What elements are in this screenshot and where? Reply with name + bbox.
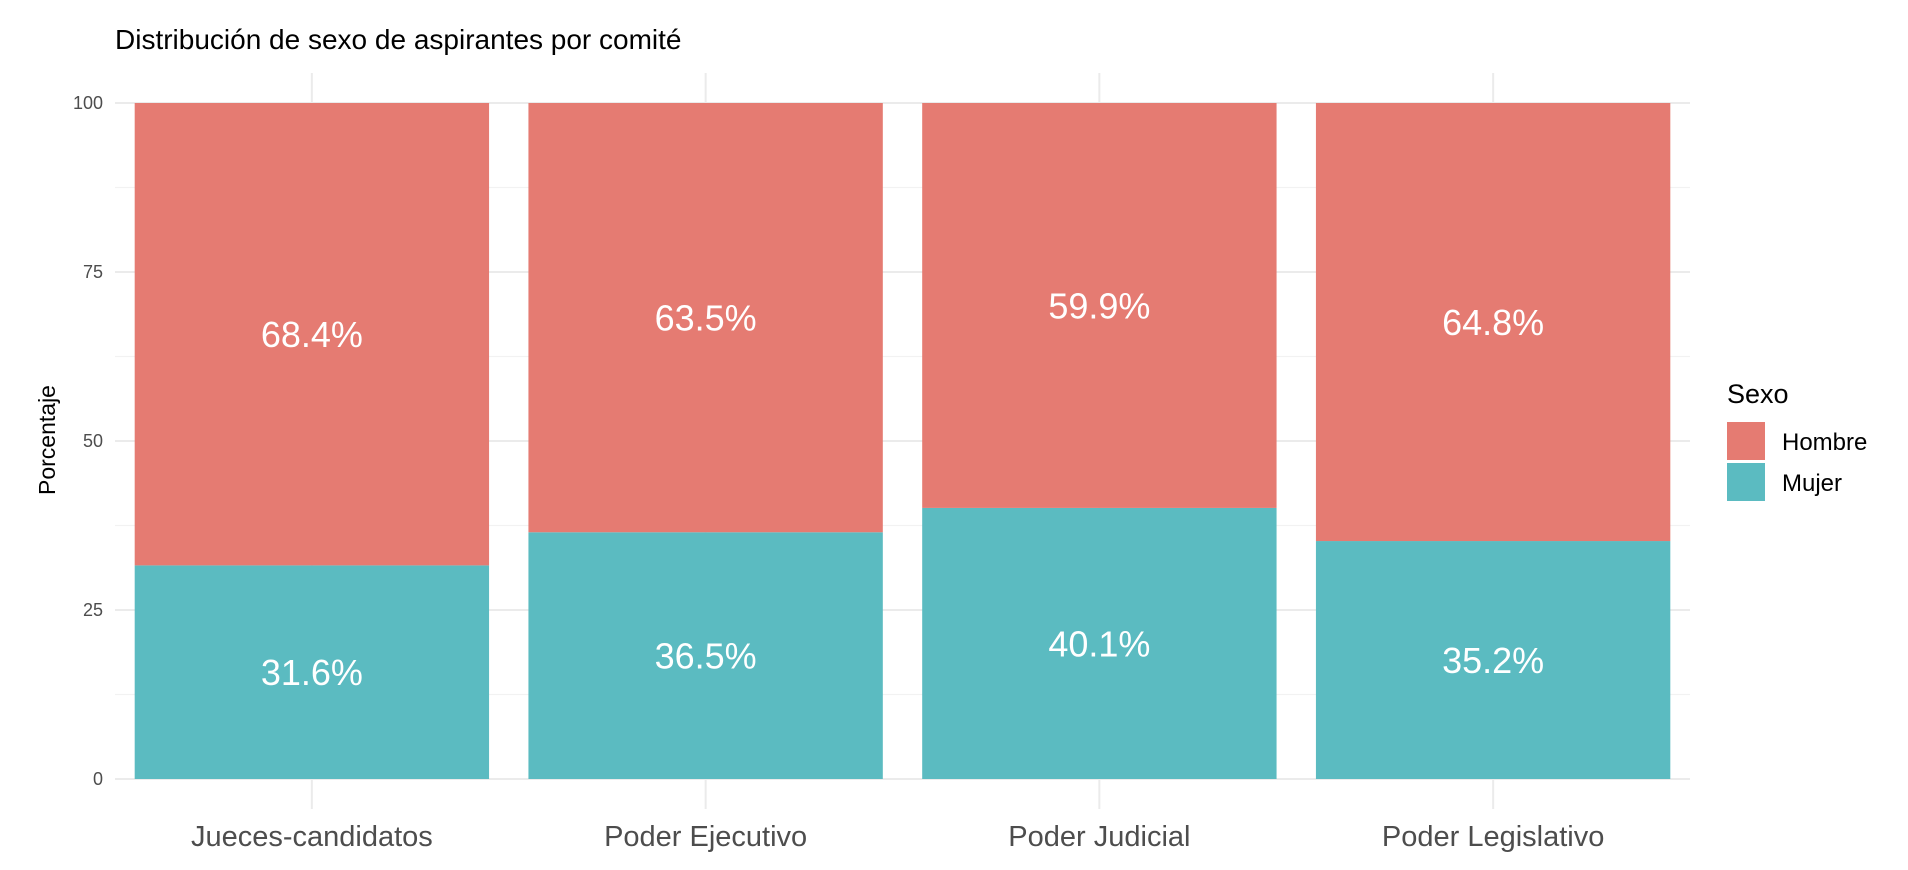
legend-title: Sexo <box>1727 379 1789 409</box>
legend-label-mujer: Mujer <box>1782 470 1842 497</box>
bar-value-label: 68.4% <box>261 314 363 355</box>
legend-swatch-mujer <box>1727 463 1765 501</box>
bar-mujer <box>528 532 883 779</box>
bars <box>134 103 1671 779</box>
y-tick-label: 25 <box>83 600 103 620</box>
bar-hombre <box>528 103 883 533</box>
bar-mujer <box>1315 541 1671 779</box>
y-axis-label: Porcentaje <box>34 385 60 495</box>
bar-value-label: 63.5% <box>655 298 757 339</box>
bar-value-label: 40.1% <box>1048 623 1150 664</box>
y-tick-label: 75 <box>83 262 103 282</box>
y-tick-label: 100 <box>73 93 103 113</box>
legend-swatch-hombre <box>1727 422 1765 460</box>
bar-value-label: 64.8% <box>1442 302 1544 343</box>
bar-mujer <box>922 507 1277 779</box>
bar-labels: 31.6% 68.4% 36.5% 63.5% 40.1% 59.9% 35.2% 64.8% <box>261 285 1544 693</box>
y-tick-label: 50 <box>83 431 103 451</box>
bar-value-label: 36.5% <box>655 636 757 677</box>
bar-hombre <box>1315 103 1671 542</box>
x-tick-label: Poder Judicial <box>1008 821 1190 853</box>
y-tick-label: 0 <box>93 769 103 789</box>
bar-value-label: 59.9% <box>1048 285 1150 326</box>
legend: Sexo Hombre Mujer <box>1727 379 1867 501</box>
x-axis-ticks: Jueces-candidatos Poder Ejecutivo Poder Ju… <box>191 821 1604 853</box>
bar-value-label: 31.6% <box>261 652 363 693</box>
bar-value-label: 35.2% <box>1442 640 1544 681</box>
x-tick-label: Poder Legislativo <box>1382 821 1604 853</box>
bar-mujer <box>134 565 490 779</box>
x-tick-label: Jueces-candidatos <box>191 821 433 853</box>
y-axis-ticks: 0 25 50 75 100 <box>73 93 103 789</box>
legend-label-hombre: Hombre <box>1782 429 1867 456</box>
chart-title: Distribución de sexo de aspirantes por c… <box>115 24 682 55</box>
bar-hombre <box>922 103 1277 508</box>
x-tick-label: Poder Ejecutivo <box>604 821 807 853</box>
bar-hombre <box>134 103 490 566</box>
